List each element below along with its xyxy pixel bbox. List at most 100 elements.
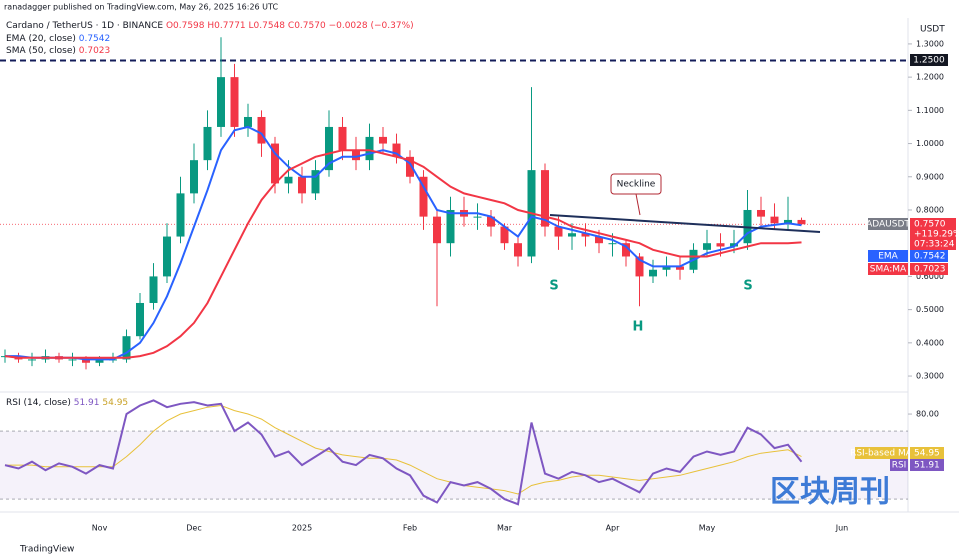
candle-body [730, 243, 738, 247]
y-tick-label: 1.0000 [916, 139, 944, 148]
pattern-label: S [743, 279, 752, 294]
candle-body [217, 77, 225, 127]
x-tick-label: Jun [835, 524, 849, 533]
author: ranadagger published on TradingView.com,… [4, 3, 278, 12]
x-tick-label: 2025 [292, 524, 312, 533]
candle-body [338, 126, 347, 151]
rsi-band [0, 431, 908, 500]
candle-body [757, 209, 765, 217]
candle-body [541, 170, 549, 227]
y-tick-label: 1.3000 [916, 39, 944, 48]
candle-body [163, 236, 171, 277]
rsi-ma-tag [910, 447, 944, 459]
ema-tag-value: 0.7542 [914, 252, 946, 262]
ohlc: H0.7771 [207, 21, 245, 31]
symbol-tag-text: ADAUSDT [866, 220, 910, 230]
candle-body [298, 176, 306, 194]
level-label: 1.2500 [913, 56, 945, 66]
last-change: +119.29% [914, 230, 959, 240]
candle-body [662, 266, 671, 270]
candle-body [635, 256, 644, 277]
candle-body [271, 143, 279, 184]
candle-body [379, 136, 387, 144]
legend-label: SMA (50, close) [6, 46, 76, 56]
candle-body [203, 126, 212, 161]
x-tick-label: Dec [186, 524, 201, 533]
x-tick-label: Mar [497, 524, 513, 533]
candle-body [365, 136, 374, 161]
candle-body [608, 243, 617, 245]
y-tick-label: 0.6000 [916, 272, 944, 281]
sma-tag-name: SMA:MA [870, 265, 907, 275]
x-tick-label: Apr [606, 524, 621, 533]
rsi-tag [910, 459, 944, 471]
countdown: 07:33:24 [914, 240, 955, 250]
ohlc: O0.7598 [166, 21, 205, 31]
ema-tag-name: EMA [878, 252, 898, 262]
candle-body [554, 226, 563, 237]
candle-body [325, 126, 333, 171]
candle-body [419, 176, 428, 217]
legend-label: RSI (14, close) [6, 398, 71, 408]
x-tick-label: Nov [92, 524, 108, 533]
candle-body [352, 150, 360, 161]
ohlc: C0.7570 [288, 21, 326, 31]
price-tags: 1.2500 ADAUSDT 0.7570 +119.29% 07:33:24 … [850, 54, 959, 471]
candle-body [284, 176, 293, 184]
x-tick-label: Feb [403, 524, 417, 533]
candle-body [446, 209, 455, 244]
pattern-label: S [549, 279, 558, 294]
candle-body [797, 219, 806, 225]
symbol: Cardano / TetherUS · 1D · BINANCE [6, 21, 163, 31]
candle-body [406, 156, 414, 177]
legend-value: 54.95 [102, 398, 128, 408]
candle-body [487, 216, 495, 227]
candle-body [622, 243, 630, 257]
level-tag [910, 54, 948, 66]
y-tick-label: 0.5000 [916, 305, 944, 314]
y-tick-label: 1.1000 [916, 106, 944, 115]
candle-body [514, 243, 522, 257]
candle-body [392, 143, 401, 157]
neckline-label: Neckline [617, 180, 656, 190]
rsi-tag-value: 51.91 [914, 461, 940, 471]
candle-body [716, 243, 725, 247]
rsi-legend: RSI (14, close) 51.91 54.95 [6, 398, 128, 408]
symbol-legend: Cardano / TetherUS · 1D · BINANCE O0.759… [6, 21, 414, 31]
candle-body [82, 359, 90, 363]
rsi-line [5, 404, 802, 495]
axis-unit: USDT [920, 25, 945, 35]
ohlc: −0.0028 (−0.37%) [329, 21, 414, 31]
ema-legend: EMA (20, close) 0.7542 [6, 34, 110, 44]
pattern-label: H [633, 320, 644, 335]
rsi-ma-tag [855, 447, 908, 459]
candle-body [433, 216, 441, 244]
legend-value: 0.7542 [79, 34, 111, 44]
candle-body [703, 243, 711, 250]
x-tick-label: May [699, 524, 716, 533]
rsi-line [4, 399, 803, 506]
y-tick-label: 80.00 [916, 410, 939, 419]
legend-value: 51.91 [74, 398, 100, 408]
candle-body [28, 359, 36, 361]
legend-value: 0.7023 [79, 46, 111, 56]
candle-body [568, 233, 576, 237]
neckline [549, 214, 821, 233]
candle-body [770, 216, 779, 224]
candle-body [311, 170, 320, 194]
overlay-line [4, 149, 802, 359]
candle-body [473, 216, 482, 218]
sma-tag [910, 263, 948, 275]
last-price-tag [910, 218, 956, 250]
candle-body [784, 219, 792, 224]
candle-body [230, 77, 239, 127]
rsi-ma-tag-value: 54.95 [914, 449, 940, 459]
ohlc: L0.7548 [249, 21, 286, 31]
candle-body [257, 116, 266, 144]
candle-body [149, 276, 158, 303]
y-tick-label: 1.2000 [916, 73, 944, 82]
watermark: 区块周刊 [770, 475, 890, 510]
candle-body [581, 233, 590, 237]
ema-tag [868, 250, 908, 262]
